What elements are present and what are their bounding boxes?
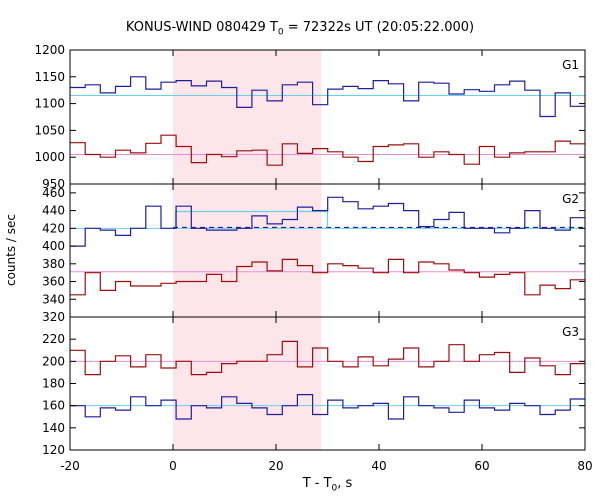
x-tick-label: 60 (474, 459, 489, 473)
panel-g2-ytick-label: 400 (42, 239, 65, 253)
x-tick-label: -20 (60, 459, 80, 473)
panel-g2-series-blue (70, 196, 585, 247)
panel-g2-ytick-label: 360 (42, 275, 65, 289)
x-tick-label: 40 (371, 459, 386, 473)
panel-g2-ytick-label: 460 (42, 186, 65, 200)
panel-g3-series-blue (70, 394, 585, 420)
panel-g1-ytick-label: 950 (42, 177, 65, 191)
panel-g2-ytick-label: 320 (42, 310, 65, 324)
x-axis-label: T - T0, s (302, 476, 353, 494)
panel-g1-ytick-label: 1100 (34, 97, 65, 111)
burst-interval-band (173, 50, 322, 450)
panel-g1-ytick-label: 1200 (34, 43, 65, 57)
panel-g1-ytick-label: 1150 (34, 70, 65, 84)
chart-title: KONUS-WIND 080429 T0 = 72322s UT (20:05:… (125, 20, 475, 38)
panel-g1-series-blue (70, 76, 585, 118)
panel-g2-series-red (70, 258, 585, 296)
panel-g2-ytick-label: 420 (42, 221, 65, 235)
panel-g3-ytick-label: 140 (42, 421, 65, 435)
panel-g1-frame (69, 49, 586, 185)
x-tick-label: 80 (577, 459, 592, 473)
panel-g3-series-red (70, 340, 585, 376)
panel-g3-ytick-label: 200 (42, 354, 65, 368)
panel-g1-label: G1 (562, 58, 579, 72)
panel-g3-ytick-label: 220 (42, 332, 65, 346)
x-tick-label: 0 (169, 459, 177, 473)
panel-g1-series-red (70, 134, 585, 166)
panel-g2-ytick-label: 340 (42, 292, 65, 306)
panel-g2-ytick-label: 440 (42, 204, 65, 218)
y-axis-label: counts / sec (4, 213, 18, 287)
panel-g1-ytick-label: 1000 (34, 150, 65, 164)
panel-g3-ytick-label: 120 (42, 443, 65, 457)
panel-g3-frame (69, 316, 586, 451)
x-tick-label: 20 (268, 459, 283, 473)
panel-g1-ytick-label: 1050 (34, 123, 65, 137)
panel-g2-ytick-label: 380 (42, 257, 65, 271)
panel-g2-label: G2 (562, 192, 579, 206)
panel-g3-label: G3 (562, 325, 579, 339)
panel-g3-ytick-label: 160 (42, 399, 65, 413)
panel-g3-ytick-label: 180 (42, 377, 65, 391)
